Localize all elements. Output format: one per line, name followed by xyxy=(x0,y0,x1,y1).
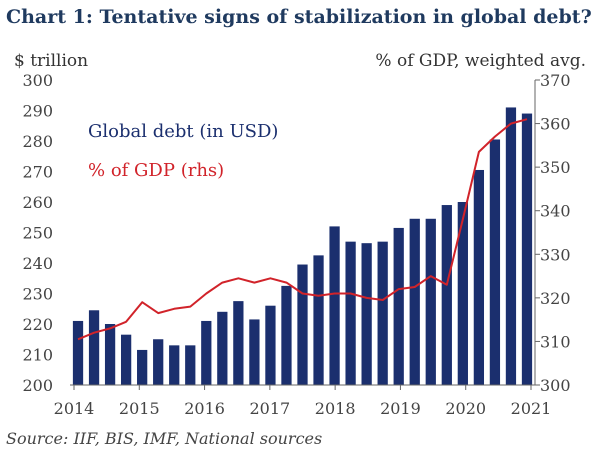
y-right-tick-label: 360 xyxy=(540,115,571,134)
bar xyxy=(233,301,244,385)
bar-series xyxy=(72,107,533,386)
x-tick-label: 2021 xyxy=(511,399,552,418)
y-left-tick-label: 270 xyxy=(22,163,53,182)
bar xyxy=(489,139,501,385)
y-left-tick-label: 280 xyxy=(22,132,53,151)
x-tick-label: 2015 xyxy=(119,399,160,418)
bar xyxy=(473,169,485,385)
y-left-tick-label: 230 xyxy=(22,285,53,304)
y-left-tick-label: 290 xyxy=(22,102,53,121)
line-series xyxy=(77,118,528,341)
bar xyxy=(153,339,164,385)
y-left-tick-label: 220 xyxy=(22,315,53,334)
y-axis-right-ticks: 300 310 320 330 340 350 360 370 xyxy=(535,71,571,395)
bar xyxy=(393,227,404,385)
bar xyxy=(185,345,196,385)
y-right-tick-label: 320 xyxy=(540,289,571,308)
y-right-tick-label: 340 xyxy=(540,202,571,221)
source-note: Source: IIF, BIS, IMF, National sources xyxy=(6,429,323,448)
bar xyxy=(249,319,260,385)
y-right-tick-label: 310 xyxy=(540,332,571,351)
y-left-tick-label: 200 xyxy=(22,376,53,395)
x-tick-label: 2016 xyxy=(184,399,225,418)
bar xyxy=(425,218,436,385)
y-right-tick-label: 300 xyxy=(540,376,571,395)
y-right-tick-label: 350 xyxy=(540,158,571,177)
bar xyxy=(201,320,212,385)
bar xyxy=(265,305,276,385)
legend-line-label: % of GDP (rhs) xyxy=(88,160,224,181)
x-tick-label: 2017 xyxy=(249,399,290,418)
y-left-tick-label: 260 xyxy=(22,193,53,212)
x-tick-label: 2018 xyxy=(315,399,356,418)
x-tick-label: 2014 xyxy=(54,399,95,418)
bar xyxy=(505,107,517,385)
bar xyxy=(361,243,372,385)
bar xyxy=(217,311,228,385)
bar xyxy=(281,285,292,385)
chart-title: Chart 1: Tentative signs of stabilizatio… xyxy=(6,6,592,28)
bar xyxy=(120,334,132,385)
bar xyxy=(441,205,452,385)
bar xyxy=(72,320,84,385)
y-right-tick-label: 370 xyxy=(540,71,571,90)
bar xyxy=(169,345,180,385)
legend-bars-label: Global debt (in USD) xyxy=(88,121,278,142)
y-axis-right-label: % of GDP, weighted avg. xyxy=(375,51,586,71)
y-left-tick-label: 300 xyxy=(22,71,53,90)
bar xyxy=(104,324,116,385)
bar xyxy=(329,226,340,385)
bar xyxy=(457,202,468,385)
x-tick-label: 2020 xyxy=(445,399,486,418)
y-right-tick-label: 330 xyxy=(540,245,571,264)
x-tick-label: 2019 xyxy=(380,399,421,418)
bar xyxy=(88,310,100,385)
x-axis-ticks: 2014 2015 2016 2017 2018 2019 2020 2021 xyxy=(54,385,552,418)
bar xyxy=(377,241,388,385)
bar xyxy=(409,218,420,385)
y-left-tick-label: 210 xyxy=(22,346,53,365)
y-left-tick-label: 250 xyxy=(22,224,53,243)
bar xyxy=(297,264,308,385)
y-axis-left-ticks: 200 210 220 230 240 250 260 270 280 290 300 xyxy=(22,71,53,395)
bar xyxy=(521,113,533,386)
y-axis-left-label: $ trillion xyxy=(14,51,88,71)
y-left-tick-label: 240 xyxy=(22,254,53,273)
bar xyxy=(313,255,324,385)
bar xyxy=(137,349,148,385)
bar xyxy=(345,241,356,385)
